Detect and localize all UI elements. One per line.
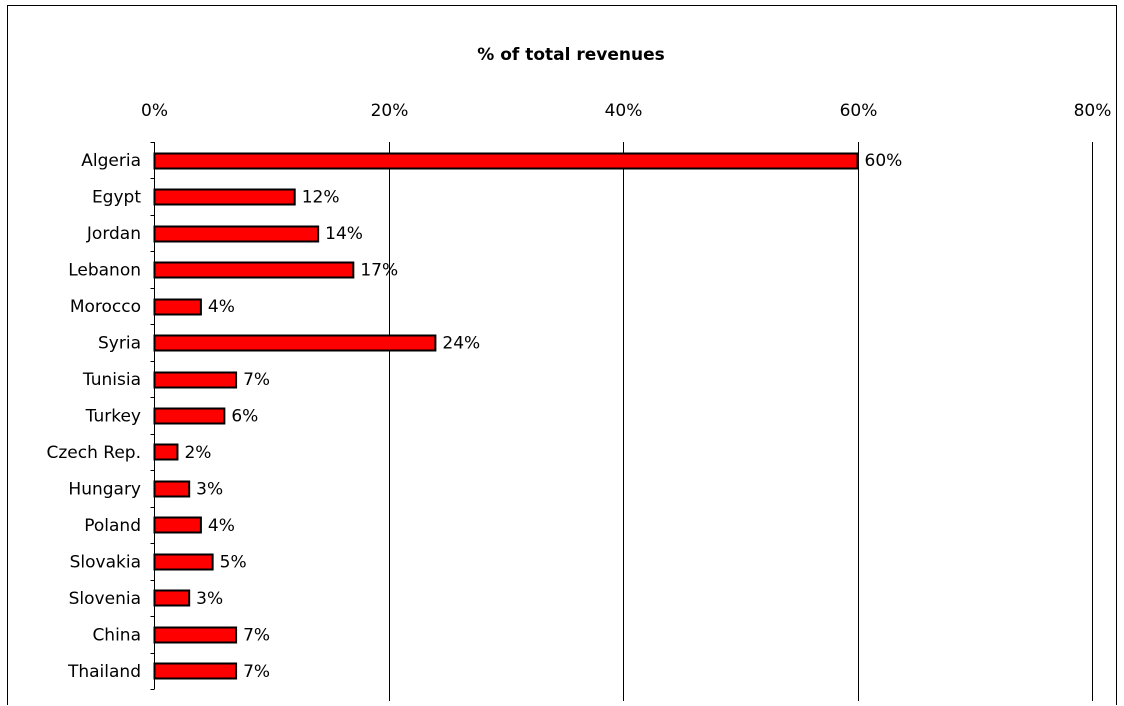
bar-czech-rep <box>153 443 179 461</box>
x-tick-label: 80% <box>1074 101 1112 121</box>
data-label: 60% <box>865 151 903 171</box>
bar-algeria <box>153 152 859 170</box>
category-label: Czech Rep. <box>47 443 141 463</box>
bar-morocco <box>153 298 202 316</box>
bar-thailand <box>153 662 238 680</box>
category-label: Slovenia <box>69 589 141 609</box>
bar-hungary <box>153 480 191 498</box>
data-label: 17% <box>360 261 398 281</box>
data-label: 7% <box>243 370 270 390</box>
data-label: 6% <box>231 407 258 427</box>
bar-slovakia <box>153 553 214 571</box>
data-label: 7% <box>243 662 270 682</box>
data-label: 3% <box>196 479 223 499</box>
bars <box>153 152 859 680</box>
bar-jordan <box>153 225 320 243</box>
data-label: 12% <box>302 188 340 208</box>
bar-egypt <box>153 188 296 206</box>
bar-slovenia <box>153 589 191 607</box>
x-tick-label: 20% <box>371 101 409 121</box>
category-label: Syria <box>98 334 141 354</box>
x-tick-label: 40% <box>605 101 643 121</box>
category-label: Poland <box>84 516 141 536</box>
chart-title: % of total revenues <box>477 45 664 65</box>
bar-china <box>153 626 238 644</box>
category-label: Morocco <box>70 297 141 317</box>
category-axis: Algeria Egypt Jordan Lebanon Morocco Syria Tun… <box>47 142 155 690</box>
bar-syria <box>153 334 437 352</box>
bar-tunisia <box>153 371 238 389</box>
bar-chart: % of total revenues 0% 20% 40% 60% 80% Alger… <box>47 45 1111 701</box>
category-label: Tunisia <box>82 370 141 390</box>
x-axis-ticks: 0% 20% 40% 60% 80% <box>141 101 1111 121</box>
data-label: 14% <box>325 224 363 244</box>
bar-lebanon <box>153 261 355 279</box>
category-label: Algeria <box>81 151 141 171</box>
x-tick-label: 0% <box>141 101 168 121</box>
data-label: 24% <box>442 334 480 354</box>
category-label: Turkey <box>85 407 141 427</box>
category-label: Lebanon <box>68 261 141 281</box>
data-label: 3% <box>196 589 223 609</box>
data-label: 4% <box>208 516 235 536</box>
category-label: China <box>92 625 141 645</box>
data-labels: 60% 12% 14% 17% 4% 24% 7% 6% 2% 3% 4% 5% 3% 7% 7% <box>184 151 902 682</box>
category-label: Hungary <box>68 479 141 499</box>
gridlines <box>389 142 1093 701</box>
bar-poland <box>153 516 202 534</box>
category-label: Thailand <box>67 662 141 682</box>
x-tick-label: 60% <box>840 101 878 121</box>
bar-turkey <box>153 407 226 425</box>
data-label: 5% <box>220 552 247 572</box>
data-label: 2% <box>184 443 211 463</box>
category-label: Egypt <box>92 188 141 208</box>
category-label: Jordan <box>86 224 141 244</box>
data-label: 4% <box>208 297 235 317</box>
category-label: Slovakia <box>70 552 141 572</box>
data-label: 7% <box>243 625 270 645</box>
chart-frame: % of total revenues 0% 20% 40% 60% 80% Alger… <box>7 5 1117 705</box>
